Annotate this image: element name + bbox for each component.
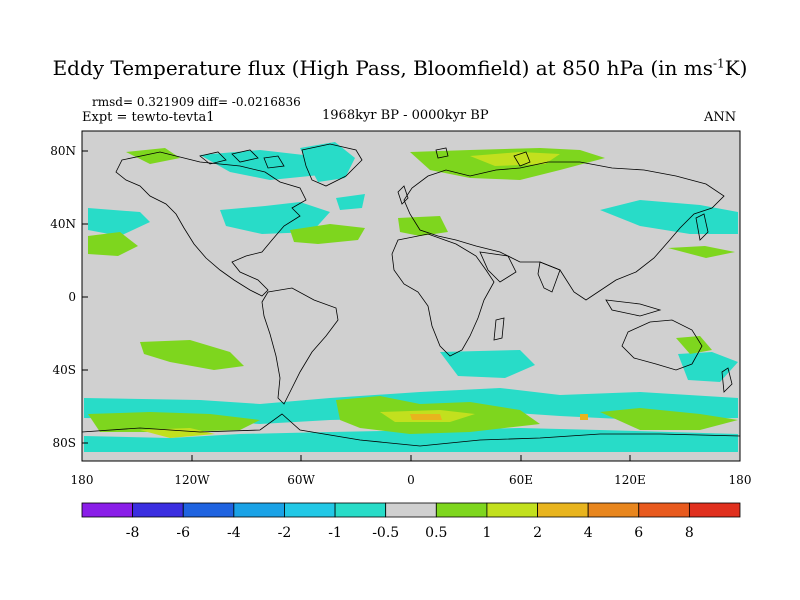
title-superscript: -1 <box>712 56 725 71</box>
coast-svalbard <box>435 147 449 159</box>
colorbar-swatch <box>486 502 538 518</box>
colorbar-swatch <box>334 502 387 518</box>
colorbar-label: 2 <box>533 525 542 541</box>
neg-patch-north-atlantic <box>336 194 365 210</box>
colorbar-label: 6 <box>634 525 643 541</box>
title-main: Eddy Temperature flux (High Pass, Bloomf… <box>52 56 713 80</box>
coast-europe-asia <box>403 161 725 301</box>
colorbar-label: -4 <box>227 525 241 541</box>
neg-patch-siberia <box>600 200 738 234</box>
colorbar-swatch <box>638 502 690 518</box>
coast-indonesia <box>605 299 662 317</box>
colorbar-swatch <box>385 502 437 518</box>
pos3-patch-southern-ocean <box>410 414 442 420</box>
pos3-patch-indian <box>580 414 588 420</box>
coast-south-america <box>261 287 339 405</box>
pos-patch-southern-ocean-pacific <box>88 412 260 432</box>
neg-patch-south-atlantic <box>440 350 535 378</box>
colorbar-swatch <box>435 502 488 518</box>
lon-tick-label: 120W <box>174 473 210 487</box>
lon-axis: 180 120W 60W 0 60E 120E 180 <box>71 455 752 487</box>
coast-india <box>537 261 561 293</box>
colorbar-label: -8 <box>126 525 140 541</box>
colorbar: -8 -6 -4 -2 -1 -0.5 0.5 1 2 4 6 8 <box>81 502 741 541</box>
colorbar-label: 4 <box>584 525 593 541</box>
lon-tick-label: 120E <box>614 473 646 487</box>
lat-tick-label: 80S <box>53 436 77 450</box>
stats-label: rmsd= 0.321909 diff= -0.0216836 <box>92 95 301 109</box>
coast-japan <box>695 213 709 241</box>
period-label: 1968kyr BP - 0000kyr BP <box>322 108 489 123</box>
colorbar-swatch <box>284 502 336 518</box>
coast-new-zealand <box>721 367 733 393</box>
colorbar-label: 8 <box>685 525 694 541</box>
lat-tick-label: 40S <box>53 363 77 377</box>
colorbar-swatch <box>688 502 741 518</box>
colorbar-swatch <box>587 502 640 518</box>
neg-patch-antarctic-edge <box>84 428 738 452</box>
colorbar-swatch <box>537 502 589 518</box>
colorbar-swatch <box>233 502 285 518</box>
coast-arabia <box>479 251 517 283</box>
colorbar-swatch <box>132 502 184 518</box>
pos2-patch-arctic <box>470 152 560 166</box>
lon-tick-label: 180 <box>729 473 752 487</box>
coast-africa <box>391 233 495 357</box>
coast-canada-islands <box>199 149 285 169</box>
neg-patch-greenland <box>300 142 355 182</box>
pos-patch-south-pacific <box>140 340 244 370</box>
coast-uk <box>397 185 409 205</box>
colorbar-swatch <box>81 502 134 518</box>
coast-greenland <box>301 143 363 187</box>
pos-patch-north-atlantic <box>290 224 365 244</box>
colorbar-label: -2 <box>278 525 292 541</box>
neg-patch-north-america <box>220 202 330 234</box>
coast-novaya-zemlya <box>513 151 531 167</box>
experiment-label: Expt = tewto-tevta1 <box>82 110 215 125</box>
lon-tick-label: 0 <box>407 473 415 487</box>
pos-patch-north-pacific-east <box>668 246 735 258</box>
pos-patch-mediterranean <box>398 216 448 236</box>
pos-patch-southern-ocean-indian <box>600 408 738 430</box>
colorbar-label: -6 <box>176 525 190 541</box>
lat-tick-label: 0 <box>68 290 76 304</box>
pos-patch-australia <box>676 336 712 354</box>
coast-antarctica <box>82 413 740 447</box>
lon-tick-label: 60W <box>287 473 315 487</box>
pos-patch-north-pacific <box>88 232 138 256</box>
coast-north-america <box>115 151 307 297</box>
coast-madagascar <box>493 317 505 341</box>
pos2-patch-southern-pacific <box>140 428 215 438</box>
lat-tick-label: 40N <box>50 217 76 231</box>
season-label: ANN <box>704 110 737 125</box>
plot-title: Eddy Temperature flux (High Pass, Bloomf… <box>0 56 800 80</box>
coast-australia <box>621 319 703 371</box>
lat-tick-label: 80N <box>50 144 76 158</box>
pos-patch-alaska <box>126 148 180 164</box>
colorbar-label: 1 <box>482 525 491 541</box>
neg-patch-australia <box>678 352 738 382</box>
neg-patch-arctic-canada <box>200 150 330 180</box>
colorbar-label: 0.5 <box>425 525 447 541</box>
anomaly-fields <box>84 142 738 452</box>
colorbar-label: -1 <box>328 525 342 541</box>
lat-axis: 80N 40N 0 40S 80S <box>50 144 88 450</box>
neg-patch-north-pacific-west <box>88 208 150 236</box>
coastlines <box>82 143 740 447</box>
lon-tick-label: 60E <box>509 473 533 487</box>
lon-tick-label: 180 <box>71 473 94 487</box>
title-end: K) <box>724 56 748 80</box>
colorbar-label: -0.5 <box>372 525 399 541</box>
colorbar-swatch <box>182 502 235 518</box>
